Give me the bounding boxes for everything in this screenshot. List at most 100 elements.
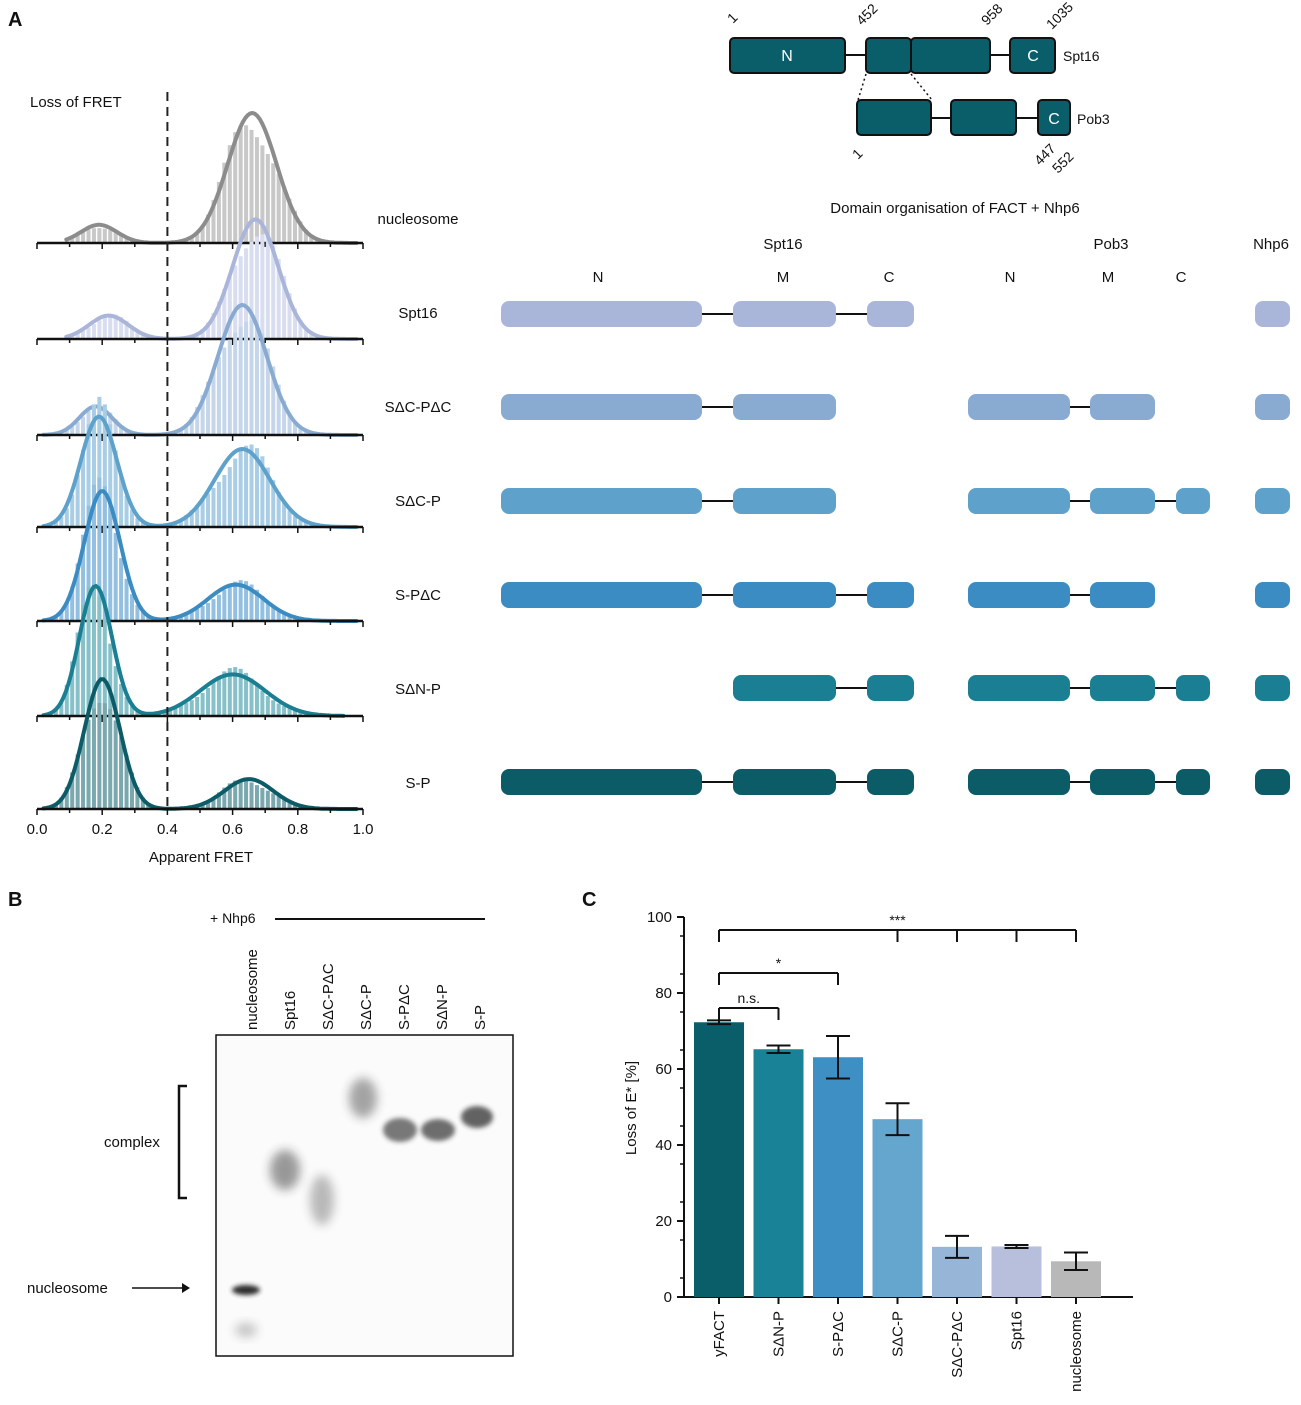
histogram-bar [260, 787, 265, 809]
histogram-bar [216, 481, 221, 527]
histogram-bar [189, 611, 194, 621]
histogram-bar [206, 381, 211, 435]
fret-x-tick-label: 0.6 [222, 821, 243, 838]
histogram-bar [282, 502, 287, 527]
domain-box [1255, 769, 1290, 795]
x-tick-label: SΔC-P [890, 1311, 907, 1357]
complex-bracket [177, 1084, 187, 1200]
schematic-n-letter: N [781, 48, 793, 65]
fret-x-tick-label: 0.0 [27, 821, 48, 838]
schematic-num-pob3-1: 1 [849, 145, 866, 162]
histogram-bar [113, 720, 118, 809]
domain-row [501, 769, 1290, 795]
histogram-bar [265, 236, 270, 339]
histogram-bar [265, 601, 270, 621]
histogram-bar [211, 797, 216, 809]
histogram-bar [97, 477, 102, 621]
histogram-bar [287, 293, 292, 339]
y-tick-label: 80 [655, 985, 672, 1002]
histogram-bar [140, 333, 145, 339]
construct-label: SΔC-PΔC [385, 399, 452, 416]
histogram-bar [287, 800, 292, 809]
histogram-bar [233, 332, 238, 435]
schematic-pob3-label: Pob3 [1077, 111, 1110, 127]
histogram-bar [129, 705, 134, 716]
significance-label: * [776, 955, 782, 971]
histogram-bar [260, 690, 265, 716]
histogram-bar [97, 702, 102, 809]
schematic-c-letter: C [1027, 48, 1039, 65]
histogram-bar [195, 697, 200, 716]
gel-lane-label: S-PΔC [396, 984, 413, 1030]
construct-label: Spt16 [398, 305, 437, 322]
spt16-header: Spt16 [763, 236, 802, 253]
histogram-bar [216, 357, 221, 435]
histogram-bar [168, 708, 173, 716]
fret-x-tick-label: 1.0 [353, 821, 374, 838]
significance-label: *** [889, 912, 906, 928]
histogram-bar [108, 314, 113, 339]
histogram-bar [97, 320, 102, 339]
histogram-bar [206, 687, 211, 716]
histogram-bar [200, 804, 205, 809]
x-tick-label: yFACT [711, 1311, 728, 1357]
histogram-bar [233, 265, 238, 339]
domain-box [1090, 769, 1155, 795]
domain-box [867, 301, 914, 327]
histogram-bar [298, 711, 303, 716]
histogram-bar [195, 504, 200, 527]
histogram-bar [211, 682, 216, 716]
histogram-bar [282, 185, 287, 243]
histogram-row [36, 217, 364, 345]
histogram-bar [70, 236, 75, 243]
histogram-bar [244, 581, 249, 621]
histogram-bar [184, 515, 189, 527]
histogram-bar [303, 229, 308, 243]
histogram-bar [249, 320, 254, 435]
domain-row [501, 488, 1290, 514]
histogram-bar [119, 475, 124, 527]
domain-schematic: N C Spt16 C Pob3 1 452 958 1035 1 447 55… [724, 0, 1110, 176]
schematic-num-452: 452 [853, 0, 881, 28]
histogram-bar [124, 696, 129, 716]
histogram-bar [184, 702, 189, 716]
gel-lane-label: SΔC-PΔC [320, 963, 337, 1030]
histogram-bar [113, 532, 118, 621]
histogram-bar [276, 611, 281, 621]
histogram-bar [70, 661, 75, 716]
histogram-bar [86, 586, 91, 716]
histogram-row [36, 583, 364, 722]
histogram-bar [64, 684, 69, 716]
histogram-bar [216, 181, 221, 243]
histogram-bar [287, 413, 292, 435]
histogram-bar [292, 516, 297, 527]
histogram-bar [70, 426, 75, 435]
histogram-bar [265, 790, 270, 809]
domain-box [1176, 769, 1210, 795]
histogram-bar [86, 327, 91, 339]
schematic-spt16-n [729, 37, 846, 74]
histogram-bar [265, 467, 270, 527]
domain-box [1255, 582, 1290, 608]
histogram-bar [75, 563, 80, 621]
histogram-bar [70, 586, 75, 621]
domain-box [1176, 488, 1210, 514]
histogram-bar [254, 137, 259, 243]
histogram-bar [81, 330, 86, 339]
histogram-bar [222, 474, 227, 527]
domain-box [1090, 394, 1155, 420]
histogram-bar [119, 234, 124, 243]
histogram-bar [227, 145, 232, 243]
y-tick-label: 0 [664, 1289, 672, 1306]
domain-box [501, 394, 702, 420]
fret-x-axis: 0.0 0.2 0.4 0.6 0.8 1.0 [27, 821, 374, 838]
histogram-bar [211, 199, 216, 243]
histogram-bar [282, 400, 287, 435]
histogram-bar [124, 495, 129, 527]
nhp6-bracket-label: + Nhp6 [210, 910, 256, 926]
schematic-num-958: 958 [978, 0, 1006, 28]
histogram-bar [249, 678, 254, 716]
construct-labels: nucleosome Spt16 SΔC-PΔC SΔC-P S-PΔC SΔN-P S-P [378, 211, 459, 792]
histogram-bar [233, 581, 238, 621]
construct-label: SΔC-P [395, 493, 441, 510]
